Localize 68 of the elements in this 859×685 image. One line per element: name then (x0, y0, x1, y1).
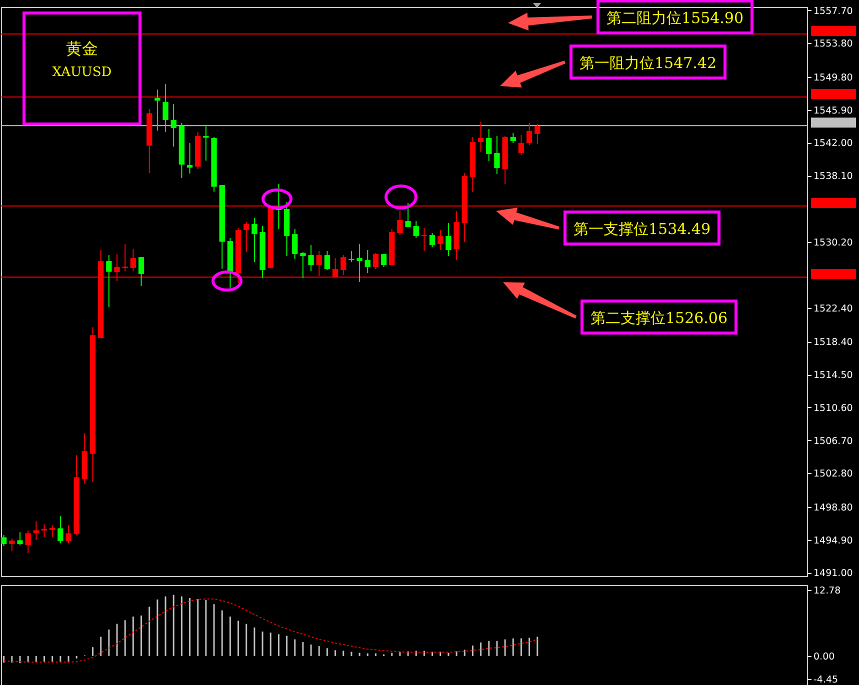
y-tick-label: 1542.00 (814, 138, 853, 150)
y-tick-label: 1549.80 (814, 72, 853, 84)
candlestick (486, 128, 492, 162)
candlestick (17, 532, 23, 546)
y-tick-label: 1502.80 (814, 468, 853, 480)
candlestick (300, 252, 306, 279)
y-tick-label: 1491.00 (814, 568, 853, 580)
candlestick (478, 121, 484, 152)
annotation: 黄金 (66, 39, 98, 58)
y-tick-label: 1538.10 (814, 171, 853, 182)
candlestick (66, 524, 72, 544)
candlestick (372, 252, 379, 270)
ref-line-label: 第一阻力位1547.42 (579, 54, 717, 72)
candlestick (421, 228, 428, 252)
candlestick (413, 220, 419, 239)
y-tick-label: 0.00 (814, 651, 835, 662)
y-tick-label: 1545.90 (814, 105, 853, 116)
candlestick (106, 254, 112, 308)
candlestick (364, 250, 370, 274)
candlestick (348, 250, 354, 263)
candlestick (50, 524, 56, 538)
y-tick-label: 1557.70 (814, 6, 853, 17)
candlestick (446, 222, 452, 257)
y-tick-label: -4.45 (814, 674, 838, 685)
candlestick (356, 244, 362, 283)
candlestick (138, 256, 144, 287)
candlestick (397, 210, 403, 236)
candlestick (58, 516, 64, 544)
candlestick (1, 534, 7, 546)
y-tick-label: 1553.80 (814, 38, 853, 50)
y-tick-label: 1498.80 (814, 502, 853, 514)
candlestick (380, 254, 387, 268)
ref-line-label: 第二支撑位1526.06 (590, 309, 728, 328)
candlestick (186, 142, 193, 174)
ref-line-label: 第一支撑位1534.49 (573, 220, 711, 238)
y-tick-label: 1506.70 (814, 436, 853, 447)
candlestick (494, 135, 500, 174)
candlestick (429, 232, 436, 248)
candlestick (162, 83, 168, 133)
y-tick-label: 12.78 (814, 585, 841, 596)
candlestick (252, 218, 258, 263)
candlestick (170, 103, 176, 148)
candlestick (244, 222, 250, 253)
y-tick-label: 1494.90 (814, 535, 853, 546)
candlestick (25, 530, 31, 554)
candlestick (510, 132, 516, 144)
candlestick (438, 230, 444, 251)
candlestick (33, 520, 39, 540)
candlestick (308, 244, 314, 272)
y-tick-label: 1518.40 (814, 337, 853, 348)
candlestick (130, 248, 136, 272)
candlestick (203, 126, 209, 162)
annotation: XAUUSD (52, 65, 112, 80)
y-tick-label: 1514.50 (814, 370, 853, 382)
ref-line-label: 第二阻力位1554.90 (606, 8, 744, 27)
candlestick (405, 202, 411, 228)
candlestick (324, 250, 330, 271)
y-tick-label: 1530.20 (814, 238, 853, 249)
candlestick (518, 134, 524, 156)
candlestick (154, 89, 160, 132)
candlestick (292, 228, 298, 260)
candlestick (9, 538, 15, 552)
candlestick (534, 124, 540, 144)
candlestick (526, 122, 532, 146)
y-tick-label: 1510.60 (814, 402, 853, 414)
candlestick (122, 244, 128, 272)
line-series (3, 598, 538, 663)
y-tick-label: 1522.40 (814, 303, 853, 314)
